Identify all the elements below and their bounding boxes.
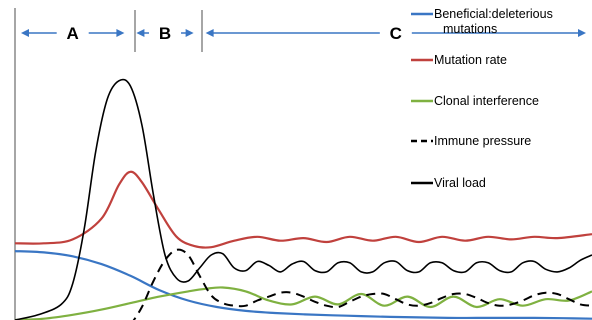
arrow-right-icon (578, 29, 586, 37)
legend-item-clonal-interference: Clonal interference (411, 94, 539, 108)
region-c: C (205, 24, 586, 43)
legend-label: Immune pressure (434, 134, 531, 148)
regions-layer: A B C (21, 24, 586, 43)
region-label-a: A (67, 24, 79, 43)
arrow-right-icon (116, 29, 125, 37)
series-line-beneficial-deleterious-mutations (14, 250, 592, 320)
legend-label: Mutation rate (434, 53, 507, 67)
arrow-left-icon (205, 29, 214, 37)
legend-label: Viral load (434, 176, 486, 190)
legend: Beneficial:deleterious mutations Mutation … (411, 7, 553, 190)
arrow-left-icon (21, 29, 29, 37)
region-label-b: B (159, 24, 171, 43)
region-b: B (136, 24, 194, 43)
legend-item-beneficial-deleterious-mutations: Beneficial:deleterious mutations (411, 7, 553, 36)
arrow-left-icon (136, 29, 145, 37)
legend-item-mutation-rate: Mutation rate (411, 53, 507, 67)
region-a: A (21, 24, 125, 43)
legend-item-immune-pressure: Immune pressure (411, 134, 531, 148)
arrow-right-icon (185, 29, 194, 37)
series-line-viral-load (14, 78, 592, 320)
legend-label: Beneficial:deleterious mutations (434, 7, 553, 36)
series-line-clonal-interference (14, 286, 592, 320)
series-layer (14, 78, 592, 320)
legend-label: Clonal interference (434, 94, 539, 108)
region-label-c: C (390, 24, 402, 43)
series-line-immune-pressure (132, 248, 592, 320)
series-line-mutation-rate (14, 170, 592, 249)
legend-item-viral-load: Viral load (411, 176, 486, 190)
